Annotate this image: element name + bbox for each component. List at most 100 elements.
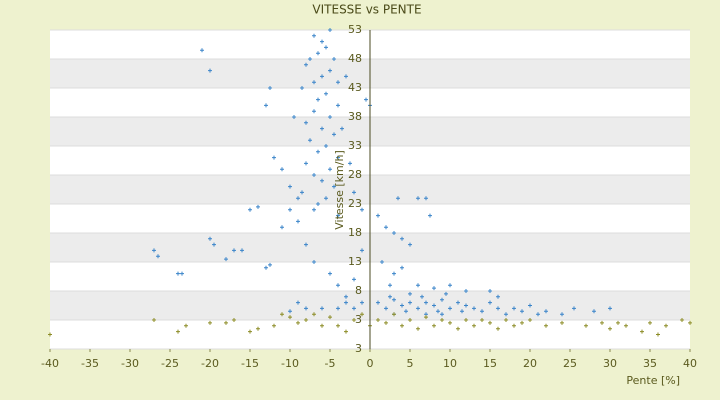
point — [288, 207, 292, 212]
point — [436, 309, 440, 314]
point — [264, 265, 268, 270]
point — [304, 120, 308, 125]
point — [316, 51, 320, 56]
point — [624, 323, 628, 328]
y-tick-label: 33 — [348, 139, 362, 152]
point — [152, 318, 156, 322]
point — [316, 202, 320, 206]
point — [440, 297, 444, 302]
point — [544, 323, 548, 328]
point — [328, 115, 332, 119]
point — [448, 306, 452, 311]
x-tick-label: -25 — [161, 357, 179, 370]
point — [408, 242, 412, 247]
point — [416, 326, 420, 331]
point — [268, 262, 272, 267]
point — [320, 306, 324, 311]
point — [352, 190, 356, 195]
point — [408, 318, 412, 322]
point — [340, 126, 344, 131]
point — [280, 312, 284, 317]
point — [324, 45, 328, 50]
point — [344, 300, 348, 305]
x-tick-label: 30 — [603, 357, 617, 370]
point — [268, 86, 272, 90]
point — [428, 213, 432, 218]
point — [288, 184, 292, 189]
point — [432, 323, 436, 328]
point — [360, 248, 364, 253]
point — [404, 309, 408, 314]
point — [232, 248, 236, 253]
point — [488, 300, 492, 305]
point — [264, 103, 268, 108]
point — [256, 204, 260, 209]
point — [424, 196, 428, 201]
point — [296, 219, 300, 224]
y-tick-label: 43 — [348, 81, 362, 94]
point — [328, 68, 332, 73]
point — [504, 312, 508, 317]
point — [496, 294, 500, 299]
point — [304, 161, 308, 166]
y-tick-label: 48 — [348, 52, 362, 65]
point — [512, 323, 516, 328]
point — [328, 167, 332, 172]
point — [384, 306, 388, 311]
point — [308, 138, 312, 143]
point — [424, 315, 428, 320]
point — [232, 318, 236, 322]
point — [360, 207, 364, 212]
point — [544, 309, 548, 314]
y-tick-label: 38 — [348, 110, 362, 123]
point — [208, 320, 212, 325]
point — [48, 332, 52, 337]
point — [336, 103, 340, 108]
point — [320, 39, 324, 44]
point — [440, 312, 444, 317]
point — [600, 320, 604, 325]
point — [312, 33, 316, 38]
point — [304, 318, 308, 322]
x-tick-label: -20 — [201, 357, 219, 370]
point — [360, 312, 364, 317]
point — [688, 320, 692, 325]
point — [360, 300, 364, 305]
point — [296, 320, 300, 325]
point — [680, 318, 684, 322]
point — [416, 306, 420, 311]
point — [448, 283, 452, 288]
point — [224, 257, 228, 262]
x-axis-label: Pente [%] — [626, 374, 680, 387]
point — [460, 309, 464, 314]
y-tick-label: 23 — [348, 197, 362, 210]
point — [464, 318, 468, 322]
x-tick-label: -40 — [41, 357, 59, 370]
point — [472, 323, 476, 328]
point — [616, 320, 620, 325]
point — [472, 306, 476, 311]
point — [504, 318, 508, 322]
point — [184, 323, 188, 328]
x-tick-label: 40 — [683, 357, 697, 370]
x-tick-label: 20 — [523, 357, 537, 370]
point — [464, 289, 468, 293]
point — [328, 271, 332, 276]
point — [332, 132, 336, 137]
point — [312, 312, 316, 317]
point — [320, 323, 324, 328]
point — [256, 326, 260, 331]
point — [496, 326, 500, 331]
point — [208, 68, 212, 73]
point — [520, 309, 524, 314]
point — [296, 300, 300, 305]
point — [240, 248, 244, 253]
point — [352, 318, 356, 322]
x-tick-label: -35 — [81, 357, 99, 370]
point — [320, 178, 324, 183]
point — [536, 312, 540, 317]
y-tick-label: 28 — [348, 168, 362, 181]
point — [364, 97, 368, 102]
point — [444, 291, 448, 296]
point — [336, 80, 340, 85]
